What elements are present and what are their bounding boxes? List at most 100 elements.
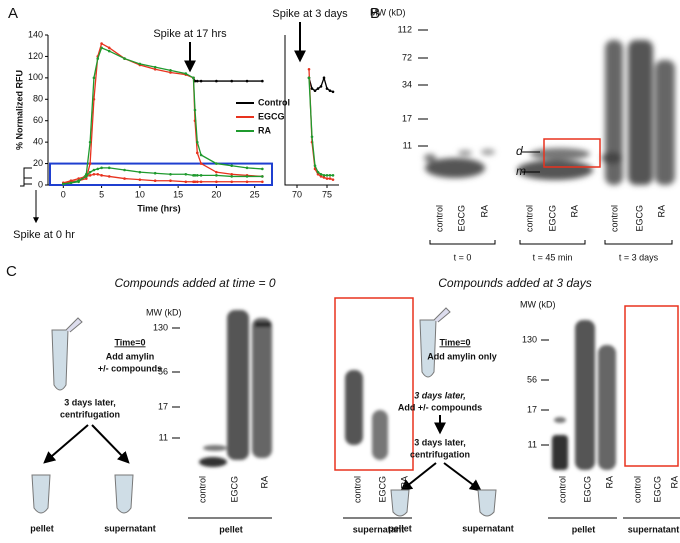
band-label: m bbox=[516, 164, 526, 178]
point bbox=[184, 172, 188, 176]
point bbox=[69, 181, 73, 185]
highlight-box bbox=[624, 305, 679, 467]
protocol-step: +/- compounds bbox=[98, 363, 162, 373]
mw-marker: 11 bbox=[159, 432, 168, 442]
panel-label: C bbox=[6, 263, 17, 280]
lane-label: RA bbox=[656, 205, 666, 218]
lane-label: RA bbox=[479, 205, 489, 218]
mw-marker: 11 bbox=[403, 140, 412, 150]
tube bbox=[31, 474, 51, 514]
point bbox=[322, 76, 326, 80]
point bbox=[92, 76, 96, 80]
lane-label: RA bbox=[259, 476, 269, 489]
protocol-step: centrifugation bbox=[60, 409, 120, 419]
bracket bbox=[429, 240, 496, 245]
annotation: Spike at 0 hr bbox=[13, 229, 75, 241]
highlight-box bbox=[334, 297, 414, 471]
series-line bbox=[63, 173, 263, 184]
point bbox=[107, 166, 111, 170]
mw-label: MW (kD) bbox=[370, 7, 406, 17]
fraction-label: supernatant bbox=[104, 523, 156, 533]
legend-label: Control bbox=[258, 97, 290, 107]
point bbox=[215, 174, 218, 177]
mw-label: MW (kD) bbox=[520, 299, 556, 309]
panel-title: Compounds added at 3 days bbox=[438, 276, 591, 290]
panel-c: Compounds added at time = 0 Compounds ad… bbox=[30, 276, 679, 533]
highlight-box bbox=[49, 162, 273, 186]
point bbox=[77, 179, 80, 183]
point bbox=[331, 174, 335, 177]
point bbox=[199, 180, 203, 184]
mw-marker: 34 bbox=[402, 79, 412, 89]
panel-b: MW (kD) d m bbox=[370, 7, 675, 210]
point bbox=[325, 87, 329, 90]
series-line bbox=[63, 167, 263, 185]
lane-label: EGCG bbox=[652, 476, 662, 503]
point bbox=[195, 151, 199, 155]
point bbox=[88, 140, 92, 144]
axis bbox=[47, 35, 270, 186]
series-line bbox=[63, 42, 263, 184]
protocol-step: Time=0 bbox=[439, 337, 470, 347]
point bbox=[88, 174, 92, 177]
point bbox=[307, 67, 311, 71]
point bbox=[261, 180, 264, 184]
lane-label: control bbox=[434, 205, 444, 232]
group-label: t = 45 min bbox=[533, 252, 573, 262]
x-tick-label: 15 bbox=[173, 189, 183, 199]
legend-label: EGCG bbox=[258, 111, 285, 121]
point bbox=[310, 135, 314, 139]
mw-marker: 56 bbox=[527, 374, 537, 384]
mw-marker: 130 bbox=[153, 322, 168, 332]
gel bbox=[425, 20, 610, 210]
point bbox=[169, 179, 172, 183]
fraction-label: supernatant bbox=[628, 524, 680, 534]
point bbox=[169, 71, 172, 74]
point bbox=[107, 175, 111, 178]
point bbox=[195, 79, 199, 83]
point bbox=[331, 178, 335, 181]
mw-label: MW (kD) bbox=[146, 307, 182, 317]
point bbox=[192, 76, 195, 80]
point bbox=[100, 166, 103, 170]
point bbox=[100, 174, 103, 177]
point bbox=[193, 180, 197, 184]
point bbox=[100, 46, 103, 50]
arrow bbox=[400, 462, 437, 492]
protocol-step: 3 days later, bbox=[64, 397, 116, 407]
point bbox=[107, 46, 111, 50]
protocol-step: Add amylin only bbox=[427, 351, 497, 361]
point bbox=[261, 167, 264, 171]
fraction-label: pellet bbox=[219, 524, 243, 534]
point bbox=[195, 140, 199, 144]
point bbox=[245, 175, 249, 178]
point bbox=[195, 180, 199, 184]
point bbox=[195, 174, 199, 177]
series-line bbox=[63, 46, 263, 185]
band-label: d bbox=[516, 144, 523, 158]
fraction-label: supernatant bbox=[353, 524, 405, 534]
point bbox=[88, 170, 92, 174]
point bbox=[100, 42, 103, 45]
point bbox=[245, 180, 249, 184]
arrow bbox=[443, 462, 482, 492]
tube-cap bbox=[65, 317, 83, 333]
point bbox=[169, 69, 172, 72]
point bbox=[123, 177, 126, 180]
protocol-step: Time=0 bbox=[114, 337, 145, 347]
point bbox=[153, 179, 157, 183]
point bbox=[84, 177, 88, 180]
group-label: t = 3 days bbox=[619, 252, 659, 262]
point bbox=[261, 79, 264, 83]
point bbox=[193, 174, 197, 177]
point bbox=[245, 79, 249, 83]
y-tick-label: 60 bbox=[33, 115, 43, 125]
point bbox=[84, 175, 88, 178]
point bbox=[316, 172, 320, 176]
y-axis-label: % Normalized RFU bbox=[14, 70, 24, 150]
panel-title: Compounds added at time = 0 bbox=[114, 276, 275, 290]
point bbox=[307, 76, 311, 80]
point bbox=[96, 172, 100, 176]
legend-label: RA bbox=[258, 125, 271, 135]
point bbox=[215, 170, 218, 174]
